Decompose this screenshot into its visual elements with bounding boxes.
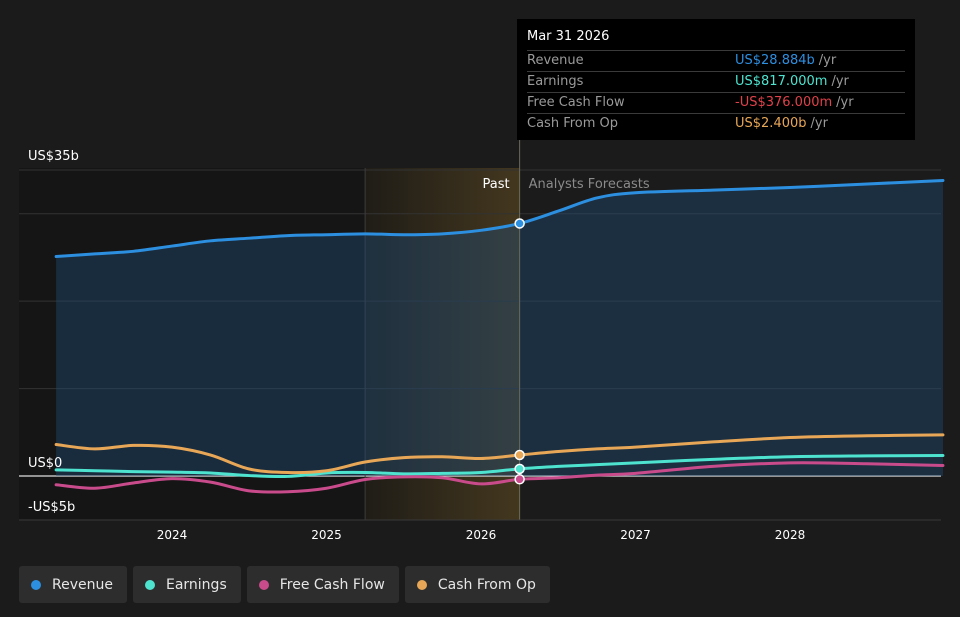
tooltip-row-revenue: Revenue US$28.884b /yr	[527, 50, 905, 71]
y-tick-label: US$35b	[28, 149, 79, 164]
cash-from-op-marker	[514, 449, 525, 461]
tooltip-date: Mar 31 2026	[527, 29, 610, 44]
tooltip-row-cash-from-op: Cash From Op US$2.400b /yr	[527, 113, 905, 134]
forecast-label: Analysts Forecasts	[529, 177, 650, 192]
legend-label: Cash From Op	[437, 576, 536, 593]
x-axis-labels: 2024 2025 2026 2027 2028	[157, 528, 806, 542]
x-tick-label: 2025	[311, 528, 342, 542]
cash-from-op-line	[54, 433, 945, 475]
legend-label: Revenue	[52, 576, 113, 593]
earnings-marker	[514, 463, 525, 475]
tooltip-value: US$28.884b	[735, 53, 815, 68]
legend-dot-icon	[144, 579, 155, 590]
tooltip-value: US$817.000m	[735, 74, 828, 89]
tooltip-label: Cash From Op	[527, 116, 619, 131]
gridlines	[19, 168, 941, 520]
data-tooltip: Mar 31 2026 Revenue US$28.884b /yr Earni…	[517, 19, 915, 140]
legend-dot-icon	[258, 579, 269, 590]
legend-dot-icon	[416, 579, 427, 590]
past-label: Past	[483, 177, 510, 192]
series-lines	[54, 178, 945, 494]
tooltip-label: Revenue	[527, 53, 584, 68]
legend-label: Free Cash Flow	[279, 576, 385, 593]
series-areas	[56, 180, 943, 476]
legend-label: Earnings	[165, 576, 227, 593]
x-tick-label: 2024	[157, 528, 188, 542]
free-cash-flow-line	[54, 461, 945, 494]
x-tick-label: 2027	[620, 528, 651, 542]
tooltip-unit: /yr	[810, 116, 828, 131]
tooltip-value: US$2.400b	[735, 116, 807, 131]
y-tick-label: -US$5b	[28, 500, 75, 515]
y-axis-labels: US$35b US$0 -US$5b	[28, 149, 79, 515]
chart-legend: Revenue Earnings Free Cash Flow Cash Fro…	[19, 566, 550, 603]
earnings-line	[54, 453, 945, 479]
tooltip-unit: /yr	[836, 95, 854, 110]
tooltip-unit: /yr	[831, 74, 849, 89]
tooltip-label: Earnings	[527, 74, 584, 89]
legend-item-cash-from-op[interactable]: Cash From Op	[404, 566, 550, 603]
hover-markers	[514, 218, 525, 485]
y-tick-label: US$0	[28, 456, 62, 471]
legend-item-free-cash-flow[interactable]: Free Cash Flow	[246, 566, 399, 603]
tooltip-label: Free Cash Flow	[527, 95, 625, 110]
tooltip-row-free-cash-flow: Free Cash Flow -US$376.000m /yr	[527, 92, 905, 113]
revenue-line	[54, 178, 945, 259]
x-tick-label: 2026	[466, 528, 497, 542]
free-cash-flow-marker	[514, 474, 525, 485]
revenue-marker	[514, 218, 525, 229]
recent-period-highlight	[365, 168, 520, 520]
revenue-area	[56, 180, 943, 476]
legend-item-revenue[interactable]: Revenue	[19, 566, 127, 603]
tooltip-value: -US$376.000m	[735, 95, 833, 110]
tooltip-row-earnings: Earnings US$817.000m /yr	[527, 71, 905, 92]
legend-item-earnings[interactable]: Earnings	[132, 566, 241, 603]
x-tick-label: 2028	[775, 528, 806, 542]
tooltip-unit: /yr	[818, 53, 837, 68]
legend-dot-icon	[31, 579, 41, 590]
